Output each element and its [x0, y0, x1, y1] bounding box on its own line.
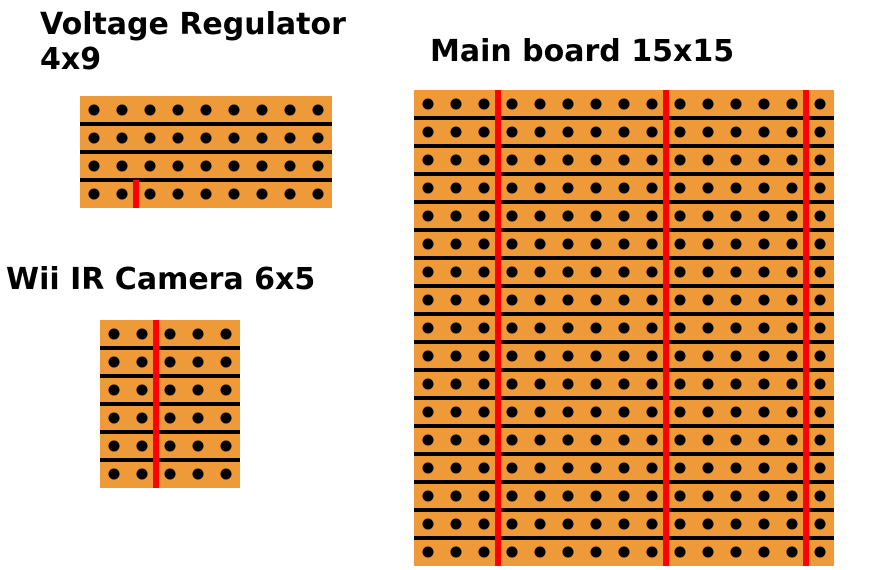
main-board	[414, 90, 834, 566]
voltage-regulator-board	[80, 96, 332, 208]
wii-ir-camera-board-label: Wii IR Camera 6x5	[6, 263, 315, 298]
main-board-label: Main board 15x15	[430, 35, 734, 70]
voltage-regulator-board-label: Voltage Regulator 4x9	[40, 8, 346, 77]
wii-ir-camera-board	[100, 320, 240, 488]
